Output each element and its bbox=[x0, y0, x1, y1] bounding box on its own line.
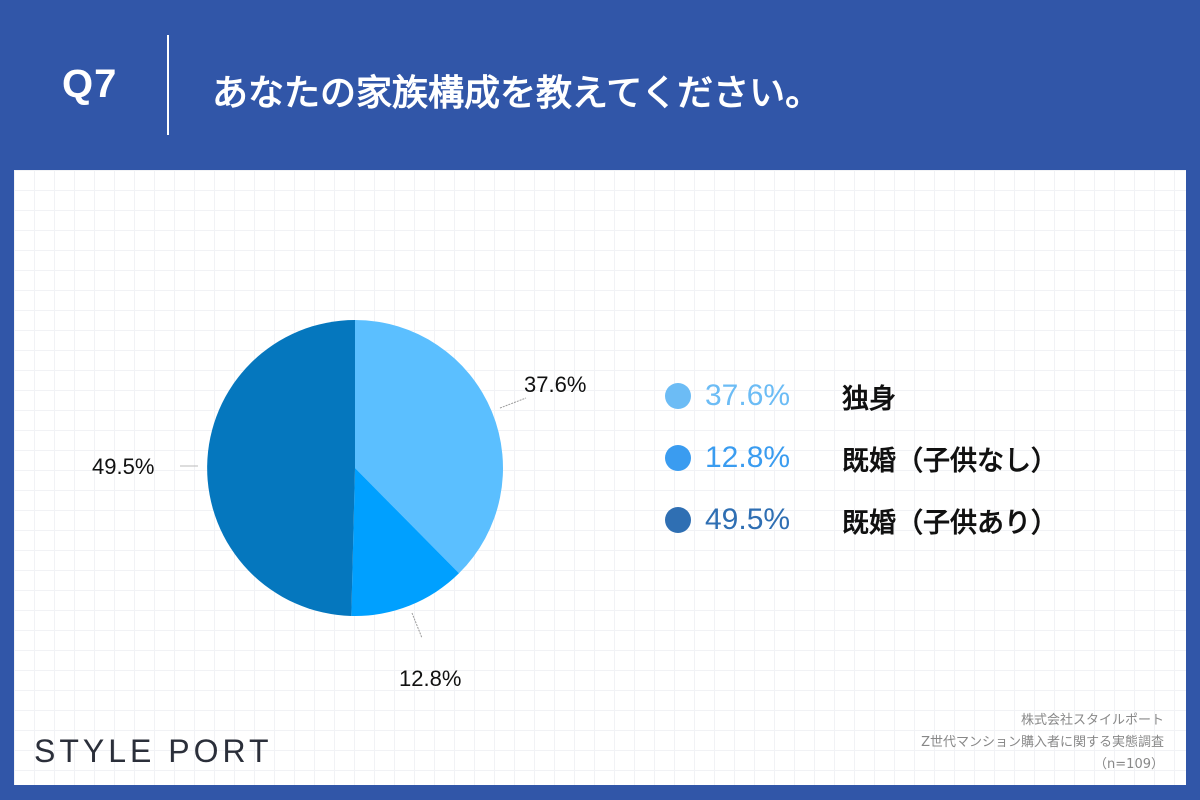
legend-item-married-with-children: 49.5% 既婚（子供あり） bbox=[650, 500, 1110, 540]
header: Q7 あなたの家族構成を教えてください。 bbox=[0, 0, 1200, 170]
legend-percent: 49.5% bbox=[705, 503, 791, 536]
slice-single bbox=[355, 320, 504, 574]
question-number: Q7 bbox=[62, 62, 118, 106]
legend-item-married-no-children: 12.8% 既婚（子供なし） bbox=[650, 438, 1110, 478]
pie-label-single: 37.6% bbox=[524, 372, 587, 397]
legend-dot-icon bbox=[665, 507, 691, 533]
source-note: 株式会社スタイルポート Z世代マンション購入者に関する実態調査 （n=109） bbox=[921, 710, 1164, 776]
source-sample-size: （n=109） bbox=[1094, 757, 1164, 772]
legend-label: 既婚（子供あり） bbox=[842, 507, 1058, 539]
legend-item-single: 37.6% 独身 bbox=[650, 376, 1110, 416]
pie-chart bbox=[180, 320, 527, 639]
style-port-logo: STYLE PORT bbox=[34, 733, 273, 769]
pie-label-married-no-children: 12.8% bbox=[399, 666, 462, 691]
legend-dot-icon bbox=[665, 445, 691, 471]
source-survey: Z世代マンション購入者に関する実態調査 bbox=[921, 735, 1164, 750]
legend-percent: 12.8% bbox=[705, 441, 791, 474]
legend-label: 既婚（子供なし） bbox=[842, 445, 1058, 477]
header-divider bbox=[167, 35, 169, 135]
source-company: 株式会社スタイルポート bbox=[1020, 713, 1164, 728]
chart-card: 37.6% 12.8% 49.5% bbox=[14, 170, 1186, 785]
leader-line-married-no-children bbox=[411, 612, 423, 639]
leader-line-single bbox=[499, 397, 527, 409]
legend-percent: 37.6% bbox=[705, 379, 791, 412]
legend-dot-icon bbox=[665, 383, 691, 409]
pie-label-married-with-children: 49.5% bbox=[92, 454, 155, 479]
slice-married-no-children bbox=[351, 468, 459, 616]
slice-married-with-children bbox=[207, 320, 355, 616]
question-title: あなたの家族構成を教えてください。 bbox=[212, 73, 822, 114]
legend-label: 独身 bbox=[842, 383, 896, 415]
